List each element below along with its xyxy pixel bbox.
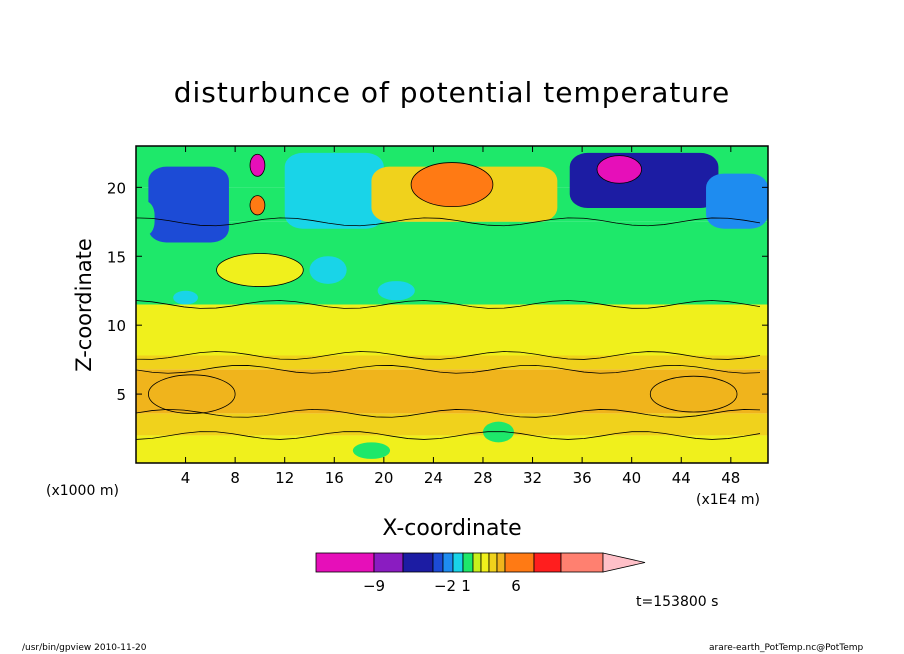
colorbar-swatch xyxy=(452,552,464,573)
x-tick-label: 8 xyxy=(230,469,240,487)
field-blob xyxy=(596,155,642,184)
x-unit-label: (x1000 m) xyxy=(46,483,119,499)
y-tick-label: 15 xyxy=(107,248,126,266)
colorbar-swatch xyxy=(402,552,434,573)
x-tick-label: 12 xyxy=(275,469,294,487)
field-patch xyxy=(284,152,384,229)
x-tick-label: 48 xyxy=(721,469,740,487)
colorbar-tick-label: 1 xyxy=(461,577,471,595)
x-tick-label: 32 xyxy=(523,469,542,487)
field-patch xyxy=(706,173,768,229)
colorbar-swatch xyxy=(472,552,482,573)
colorbar-swatch xyxy=(373,552,404,573)
field-band xyxy=(136,435,768,463)
field-blob xyxy=(249,153,266,177)
field-patch xyxy=(377,281,415,301)
plot-frame xyxy=(135,145,769,464)
colorbar-swatch xyxy=(315,552,375,573)
field-blob xyxy=(410,162,494,208)
x-tick-label: 44 xyxy=(672,469,691,487)
x-tick-label: 20 xyxy=(374,469,393,487)
x-tick-label: 16 xyxy=(325,469,344,487)
field-blob xyxy=(147,374,236,414)
field-blob xyxy=(216,253,304,287)
contour-line xyxy=(136,300,761,309)
chart-title: disturbunce of potential temperature xyxy=(173,76,731,109)
x-axis-label: X-coordinate xyxy=(382,516,522,541)
colorbar-tick-label: −9 xyxy=(363,577,385,595)
x-tick-label: 4 xyxy=(181,469,191,487)
colorbar-swatch xyxy=(533,552,562,573)
contour-line xyxy=(136,431,761,440)
colorbar-tick-label: −2 xyxy=(434,577,456,595)
y-tick-label: 20 xyxy=(107,179,126,197)
x-tick-label: 24 xyxy=(424,469,443,487)
colorbar-swatch xyxy=(462,552,474,573)
field-band xyxy=(136,413,768,436)
y-axis-label: Z-coordinate xyxy=(72,238,96,372)
x-tick-label: 36 xyxy=(573,469,592,487)
colorbar-swatch xyxy=(480,552,490,573)
field-patch xyxy=(569,152,719,209)
field-patch xyxy=(173,290,198,305)
contour-line xyxy=(136,217,761,227)
field-patch xyxy=(352,442,391,459)
field-band xyxy=(136,304,768,356)
y-tick-label: 5 xyxy=(116,386,126,404)
colorbar-swatch xyxy=(560,552,604,573)
field-band xyxy=(136,355,768,370)
field-blob xyxy=(649,375,738,413)
colorbar-swatch xyxy=(442,552,454,573)
colorbar-tick-label: 6 xyxy=(511,577,521,595)
contour-line xyxy=(136,364,761,374)
x-tick-label: 28 xyxy=(473,469,492,487)
field-patch xyxy=(148,166,229,243)
colorbar-extension xyxy=(602,552,646,573)
x-tick-label: 40 xyxy=(622,469,641,487)
contour-line xyxy=(136,408,761,418)
field-patch xyxy=(309,256,347,284)
colorbar-swatch xyxy=(504,552,535,573)
field-blob xyxy=(249,195,266,216)
contour-line xyxy=(136,351,761,360)
footer-source: arare-earth_PotTemp.nc@PotTemp xyxy=(709,643,864,653)
colorbar-swatch xyxy=(488,552,498,573)
time-label: t=153800 s xyxy=(636,594,719,610)
colorbar-swatch xyxy=(496,552,506,573)
y-tick-label: 10 xyxy=(107,317,126,335)
footer-program: /usr/bin/gpview 2010-11-20 xyxy=(22,643,147,653)
colorbar-swatch xyxy=(432,552,444,573)
x-scale-label: (x1E4 m) xyxy=(696,492,760,508)
